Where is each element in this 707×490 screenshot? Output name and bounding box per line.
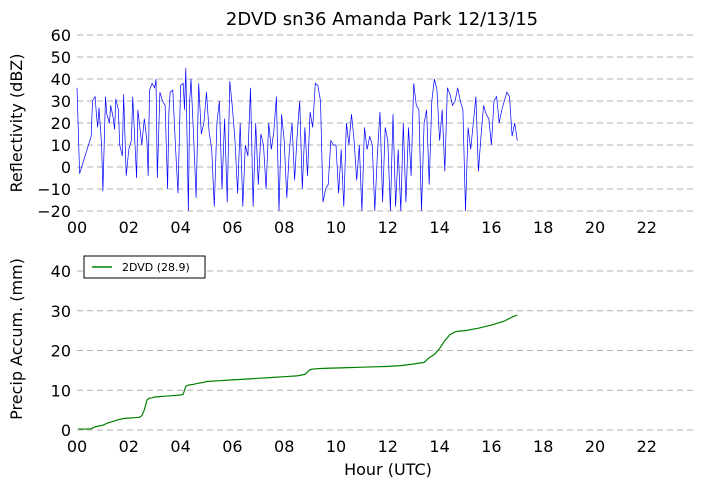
y-tick-label: 20 xyxy=(51,342,71,361)
y-tick-label: 40 xyxy=(51,70,71,89)
x-tick-label: 20 xyxy=(585,437,605,456)
y-tick-label: 0 xyxy=(61,158,71,177)
x-tick-label: 16 xyxy=(481,218,501,237)
x-axis-label: Hour (UTC) xyxy=(344,460,432,479)
y-tick-label: 50 xyxy=(51,48,71,67)
x-tick-label: 02 xyxy=(119,218,139,237)
x-tick-label: 04 xyxy=(170,437,190,456)
y-tick-label: −10 xyxy=(37,180,71,199)
legend: 2DVD (28.9) xyxy=(83,255,206,279)
y-tick-label: 10 xyxy=(51,136,71,155)
x-tick-label: 00 xyxy=(67,437,87,456)
legend-box xyxy=(83,255,206,279)
reflectivity-axis-label: Reflectivity (dBZ) xyxy=(7,54,26,193)
x-tick-label: 14 xyxy=(429,218,449,237)
x-tick-label: 16 xyxy=(481,437,501,456)
y-tick-label: 40 xyxy=(51,262,71,281)
x-tick-label: 02 xyxy=(119,437,139,456)
y-tick-label: 30 xyxy=(51,302,71,321)
x-tick-label: 06 xyxy=(222,218,242,237)
legend-label: 2DVD (28.9) xyxy=(122,261,190,274)
y-tick-label: 10 xyxy=(51,381,71,400)
y-tick-label: 60 xyxy=(51,26,71,45)
y-tick-label: −20 xyxy=(37,202,71,221)
y-tick-label: 30 xyxy=(51,92,71,111)
x-tick-label: 08 xyxy=(274,218,294,237)
precip-axis-label: Precip Accum. (mm) xyxy=(7,258,26,420)
x-tick-label: 18 xyxy=(533,437,553,456)
x-tick-label: 14 xyxy=(429,437,449,456)
precip-panel: Precip Accum. (mm) Hour (UTC) 403020100 … xyxy=(7,255,697,479)
x-tick-label: 06 xyxy=(222,437,242,456)
y-tick-label: 20 xyxy=(51,114,71,133)
x-tick-label: 10 xyxy=(326,218,346,237)
x-tick-label: 10 xyxy=(326,437,346,456)
x-tick-label: 00 xyxy=(67,218,87,237)
reflectivity-panel: 2DVD sn36 Amanda Park 12/13/15 Reflectiv… xyxy=(7,9,697,237)
reflectivity-series-line xyxy=(76,67,518,212)
chart-title: 2DVD sn36 Amanda Park 12/13/15 xyxy=(226,9,538,30)
x-tick-label: 18 xyxy=(533,218,553,237)
x-tick-label: 22 xyxy=(637,218,657,237)
x-tick-label: 08 xyxy=(274,437,294,456)
precip-series-line xyxy=(78,314,518,430)
x-tick-label: 12 xyxy=(378,437,398,456)
x-tick-label: 04 xyxy=(170,218,190,237)
y-tick-label: 0 xyxy=(61,421,71,440)
x-tick-label: 20 xyxy=(585,218,605,237)
x-tick-label: 12 xyxy=(378,218,398,237)
x-tick-label: 22 xyxy=(637,437,657,456)
